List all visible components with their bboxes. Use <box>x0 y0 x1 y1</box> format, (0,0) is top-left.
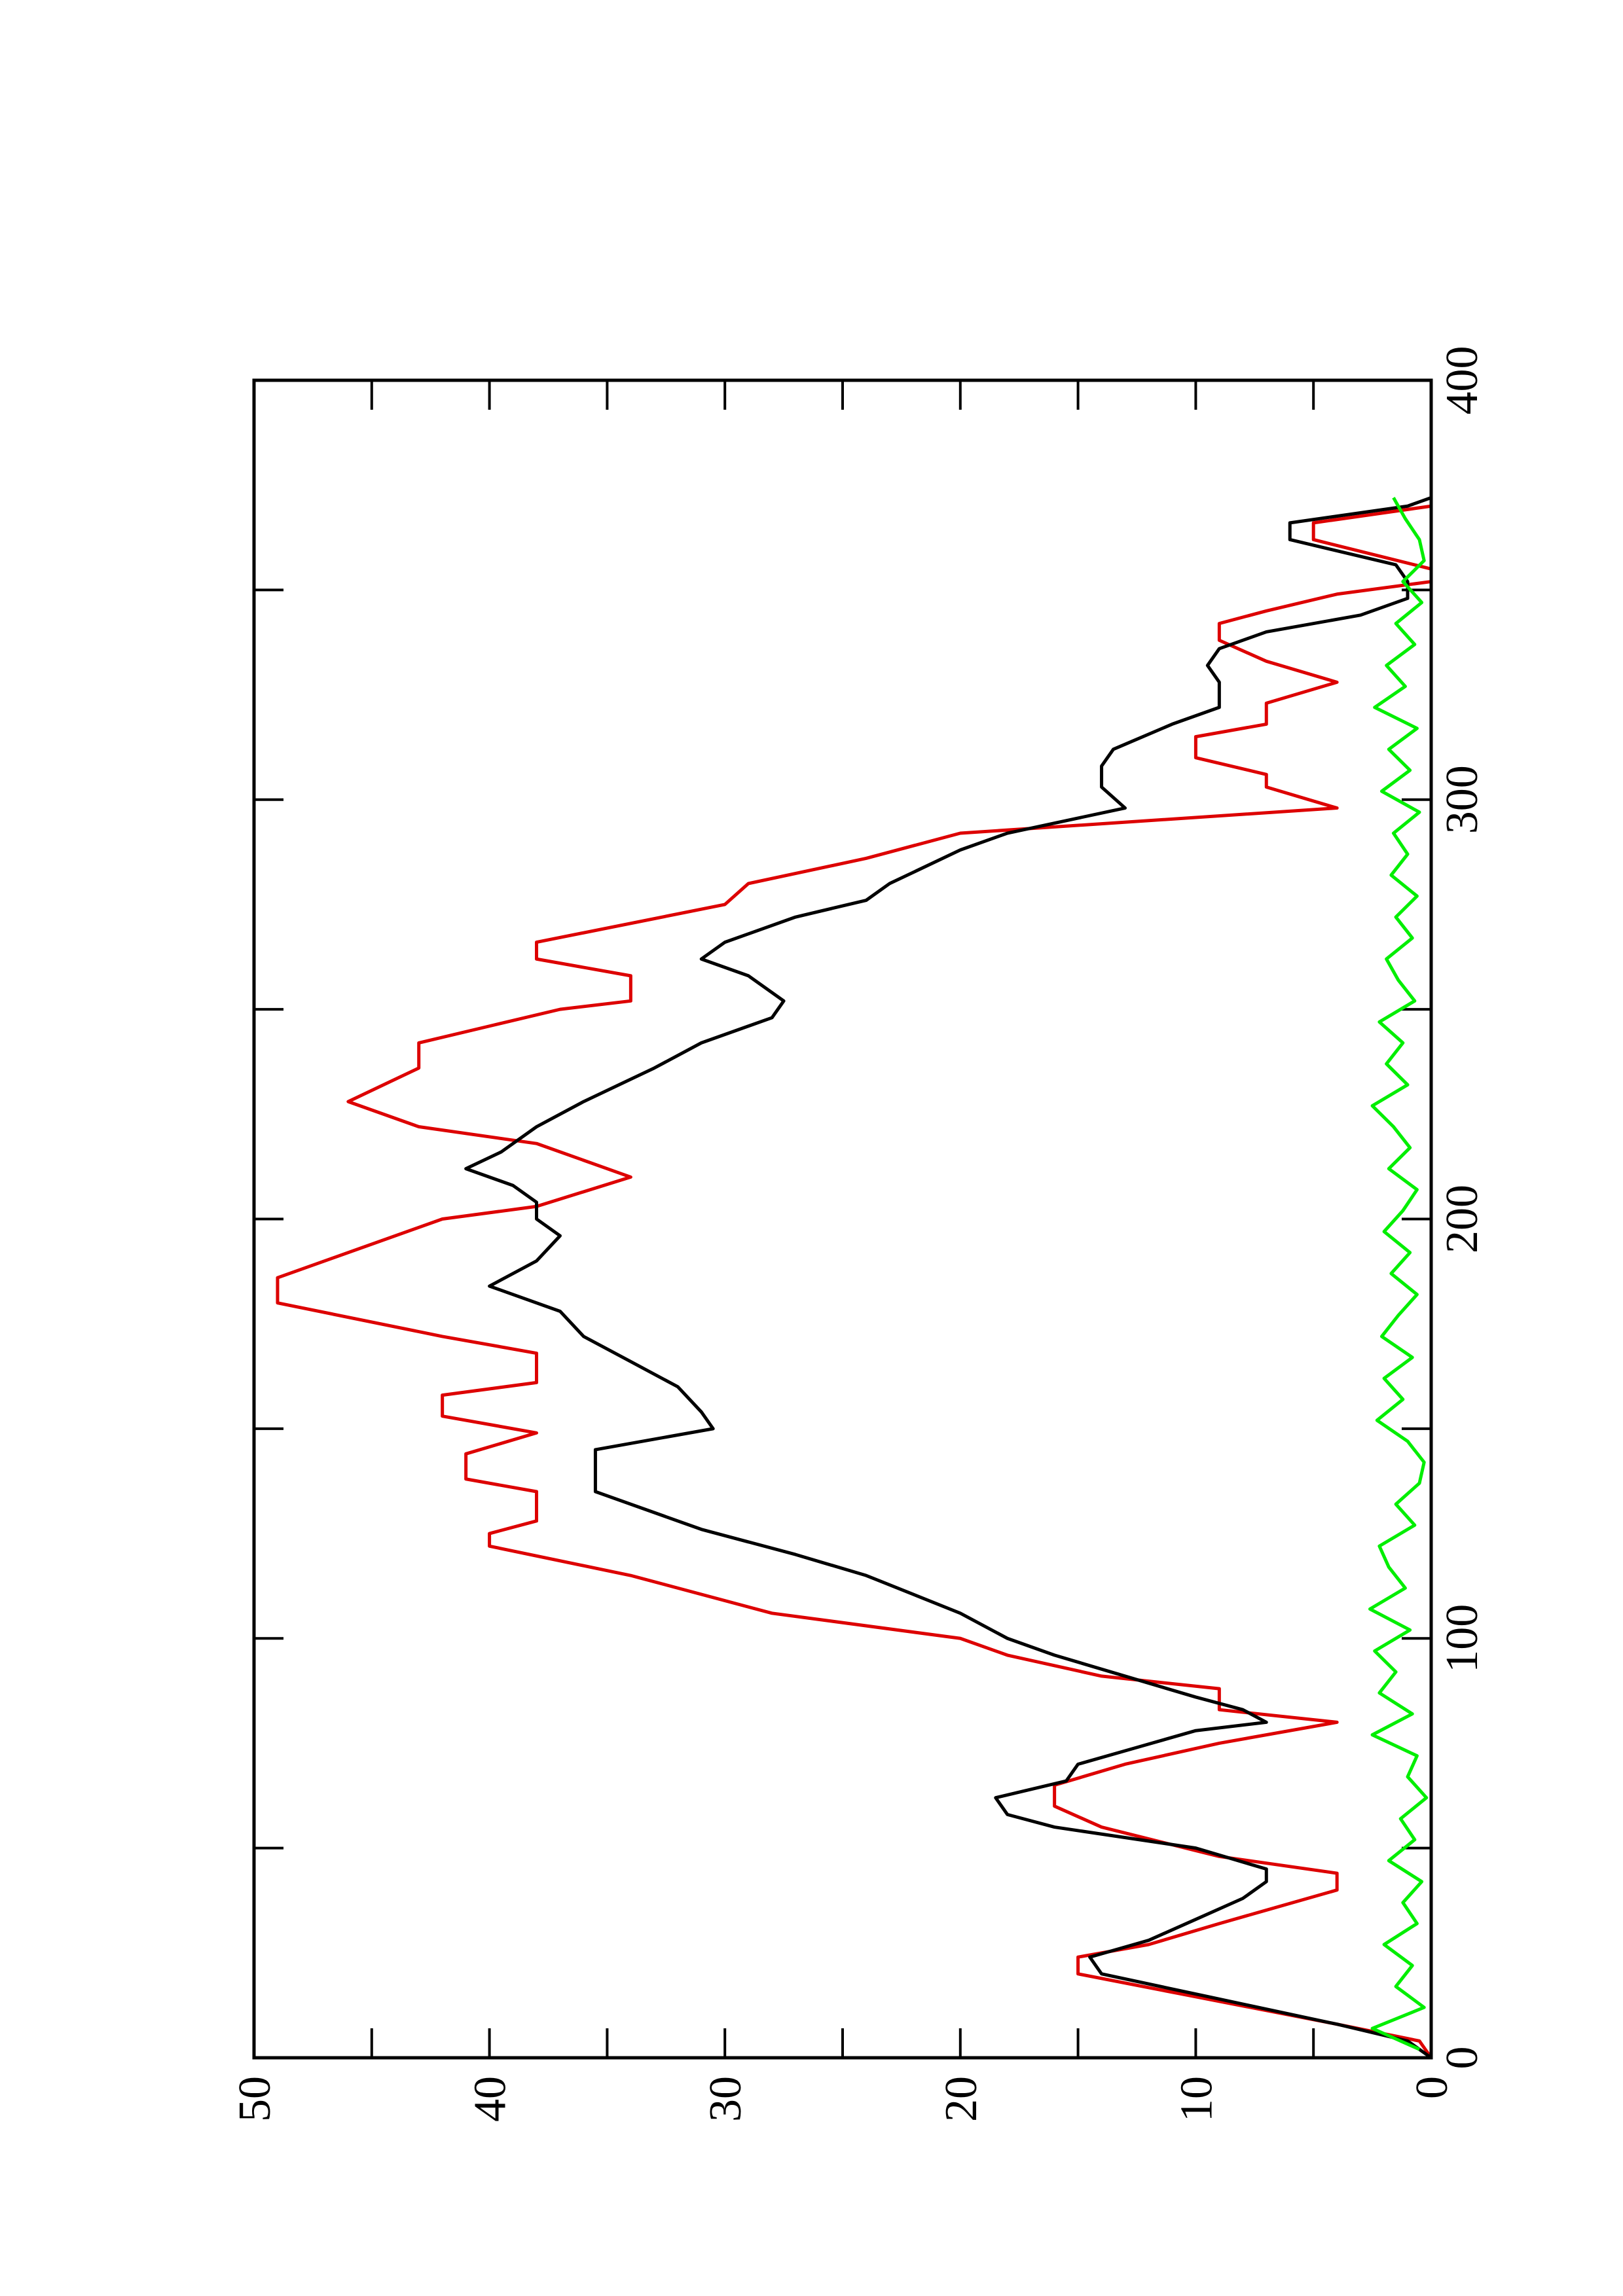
y-tick-label: 40 <box>465 2076 516 2122</box>
data-line <box>1368 497 1429 2051</box>
x-tick-label: 200 <box>1437 1185 1487 1253</box>
data-line <box>464 496 1432 2060</box>
y-tick-label: 0 <box>1407 2076 1457 2099</box>
y-tick-label: 10 <box>1171 2076 1222 2122</box>
plot-area: 0 100 200 300 400 0 10 20 30 40 50 <box>230 346 1487 2123</box>
y-tick-label: 30 <box>701 2076 751 2122</box>
x-tick-label: 0 <box>1437 2047 1487 2070</box>
y-tick-label: 20 <box>936 2076 987 2122</box>
x-tick-label: 400 <box>1437 346 1487 415</box>
y-tick-label: 50 <box>230 2076 280 2122</box>
x-tick-label: 300 <box>1437 765 1487 834</box>
x-tick-label: 100 <box>1437 1604 1487 1673</box>
plot-frame <box>252 378 1433 2060</box>
data-line <box>276 504 1433 2059</box>
